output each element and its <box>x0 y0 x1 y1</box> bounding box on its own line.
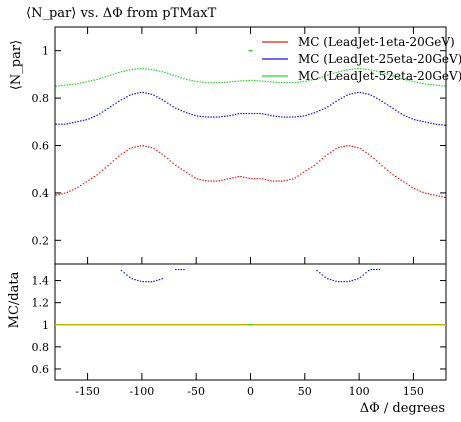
ratio-x-axis-label: ΔΦ / degrees <box>360 401 445 416</box>
x-tick-label: 150 <box>403 385 424 398</box>
chart-title: ⟨N_par⟩ vs. ΔΦ from pTMaxT <box>26 6 217 21</box>
main-y-tick-label: 0.2 <box>32 234 50 247</box>
ratio-y-axis-label: MC/data <box>7 271 22 328</box>
ratio-y-tick-label: 0.8 <box>32 341 50 354</box>
ratio-y-tick-label: 1 <box>42 319 49 332</box>
x-tick-label: -150 <box>75 385 100 398</box>
main-y-tick-label: 0.4 <box>32 187 50 200</box>
x-tick-label: 0 <box>247 385 254 398</box>
main-y-ticks: 0.2 0.4 0.6 0.8 1 <box>32 45 446 247</box>
main-series-group <box>55 49 446 198</box>
x-tick-label: -100 <box>130 385 155 398</box>
ratio-y-ticks: 0.6 0.8 1 1.2 1.4 <box>32 275 446 376</box>
ratio-x-ticks: -150 -100 -50 0 50 100 150 <box>75 27 424 398</box>
ratio-plot-frame <box>54 263 447 381</box>
ratio-y-tick-label: 1.2 <box>32 297 50 310</box>
main-y-tick-label: 0.8 <box>32 92 50 105</box>
x-tick-label: 50 <box>298 385 312 398</box>
legend-label: MC (LeadJet-1eta-20GeV) <box>298 35 455 49</box>
ratio-y-tick-label: 1.4 <box>32 275 50 288</box>
main-y-tick-label: 1 <box>42 45 49 58</box>
ratio-series-group <box>55 268 446 326</box>
x-tick-label: -50 <box>187 385 205 398</box>
ratio-y-tick-label: 0.6 <box>32 363 50 376</box>
legend: MC (LeadJet-1eta-20GeV) MC (LeadJet-25eta… <box>262 35 461 83</box>
x-tick-label: 100 <box>349 385 370 398</box>
main-y-tick-label: 0.6 <box>32 140 50 153</box>
main-y-axis-label: ⟨N_par⟩ <box>9 40 24 90</box>
legend-label: MC (LeadJet-25eta-20GeV) <box>298 52 461 66</box>
legend-label: MC (LeadJet-52eta-20GeV) <box>298 69 461 83</box>
